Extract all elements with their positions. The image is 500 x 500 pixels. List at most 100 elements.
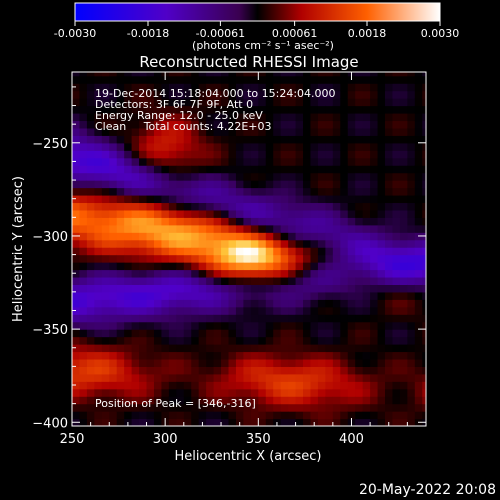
heatmap-cell bbox=[422, 366, 426, 375]
heatmap-cell bbox=[124, 366, 133, 375]
heatmap-cell bbox=[153, 329, 163, 338]
heatmap-cell bbox=[355, 142, 364, 151]
heatmap-cell bbox=[206, 329, 215, 338]
heatmap-cell bbox=[370, 396, 379, 405]
heatmap-cell bbox=[153, 299, 163, 308]
heatmap-cell bbox=[139, 381, 148, 390]
heatmap-cell bbox=[198, 142, 207, 151]
heatmap-cell bbox=[243, 112, 252, 122]
heatmap-cell bbox=[213, 105, 222, 114]
heatmap-cell bbox=[288, 112, 297, 122]
heatmap-cell bbox=[332, 105, 341, 114]
heatmap-cell bbox=[235, 314, 245, 323]
heatmap-cell bbox=[317, 373, 326, 382]
heatmap-cell bbox=[101, 209, 110, 218]
heatmap-cell bbox=[347, 262, 356, 271]
heatmap-cell bbox=[332, 90, 341, 99]
heatmap-cell bbox=[399, 381, 408, 390]
heatmap-cell bbox=[325, 112, 334, 122]
heatmap-cell bbox=[176, 247, 185, 256]
heatmap-cell bbox=[161, 187, 170, 196]
heatmap-cell bbox=[250, 90, 259, 99]
heatmap-cell bbox=[303, 373, 312, 382]
heatmap-cell bbox=[101, 72, 110, 77]
heatmap-cell bbox=[422, 269, 426, 278]
heatmap-cell bbox=[146, 254, 155, 263]
heatmap-cell bbox=[370, 224, 379, 233]
heatmap-cell bbox=[213, 403, 222, 412]
heatmap-cell bbox=[101, 187, 110, 196]
heatmap-cell bbox=[161, 202, 170, 211]
heatmap-cell bbox=[161, 172, 170, 181]
heatmap-cell bbox=[422, 344, 426, 353]
heatmap-cell bbox=[392, 75, 401, 84]
heatmap-cell bbox=[392, 135, 401, 144]
heatmap-cell bbox=[206, 90, 215, 99]
heatmap-cell bbox=[303, 127, 312, 136]
heatmap-cell bbox=[422, 187, 426, 196]
heatmap-cell bbox=[370, 411, 379, 420]
heatmap-cell bbox=[310, 239, 319, 248]
heatmap-cell bbox=[399, 314, 408, 323]
heatmap-cell bbox=[94, 321, 103, 330]
heatmap-cell bbox=[362, 403, 371, 412]
heatmap-cell bbox=[72, 314, 81, 323]
heatmap-cell bbox=[198, 75, 207, 84]
heatmap-cell bbox=[109, 247, 118, 256]
heatmap-cell bbox=[183, 135, 192, 144]
heatmap-cell bbox=[325, 358, 334, 367]
heatmap-cell bbox=[250, 142, 259, 151]
heatmap-cell bbox=[131, 403, 140, 412]
heatmap-cell bbox=[124, 254, 133, 263]
heatmap-cell bbox=[176, 98, 185, 107]
heatmap-cell bbox=[414, 351, 423, 360]
heatmap-cell bbox=[250, 403, 259, 412]
heatmap-cell bbox=[332, 157, 341, 166]
heatmap-cell bbox=[288, 150, 297, 159]
heatmap-cell bbox=[183, 254, 192, 263]
heatmap-cell bbox=[176, 142, 185, 151]
heatmap-cell bbox=[146, 291, 155, 300]
heatmap-cell bbox=[221, 351, 230, 360]
heatmap-cell bbox=[191, 403, 200, 412]
heatmap-cell bbox=[340, 172, 349, 181]
heatmap-cell bbox=[325, 329, 334, 338]
heatmap-cell bbox=[94, 98, 103, 107]
heatmap-cell bbox=[94, 239, 103, 248]
heatmap-cell bbox=[370, 314, 379, 323]
heatmap-cell bbox=[153, 165, 163, 174]
heatmap-cell bbox=[288, 224, 297, 233]
heatmap-cell bbox=[94, 403, 103, 412]
heatmap-cell bbox=[176, 291, 185, 300]
heatmap-cell bbox=[303, 418, 312, 426]
heatmap-cell bbox=[273, 180, 282, 189]
heatmap-cell bbox=[198, 157, 207, 166]
heatmap-cell bbox=[168, 90, 177, 99]
heatmap-cell bbox=[310, 217, 319, 226]
heatmap-cell bbox=[168, 336, 177, 345]
heatmap-cell bbox=[377, 90, 386, 99]
heatmap-cell bbox=[206, 284, 215, 293]
heatmap-cell bbox=[235, 276, 245, 285]
heatmap-cell bbox=[131, 187, 140, 196]
heatmap-cell bbox=[340, 72, 349, 77]
heatmap-cell bbox=[347, 381, 356, 390]
heatmap-cell bbox=[295, 269, 304, 278]
heatmap-cell bbox=[183, 373, 192, 382]
heatmap-cell bbox=[385, 142, 394, 151]
heatmap-cell bbox=[355, 351, 364, 360]
heatmap-cell bbox=[139, 157, 148, 166]
heatmap-cell bbox=[355, 180, 364, 189]
heatmap-cell bbox=[332, 83, 341, 92]
heatmap-cell bbox=[213, 373, 222, 382]
heatmap-cell bbox=[325, 209, 334, 218]
heatmap-cell bbox=[362, 194, 371, 204]
heatmap-cell bbox=[332, 247, 341, 256]
heatmap-cell bbox=[288, 262, 297, 271]
heatmap-cell bbox=[355, 329, 364, 338]
heatmap-cell bbox=[317, 112, 326, 122]
heatmap-cell bbox=[347, 336, 356, 345]
heatmap-cell bbox=[168, 254, 177, 263]
heatmap-cell bbox=[295, 284, 304, 293]
heatmap-cell bbox=[317, 418, 326, 426]
